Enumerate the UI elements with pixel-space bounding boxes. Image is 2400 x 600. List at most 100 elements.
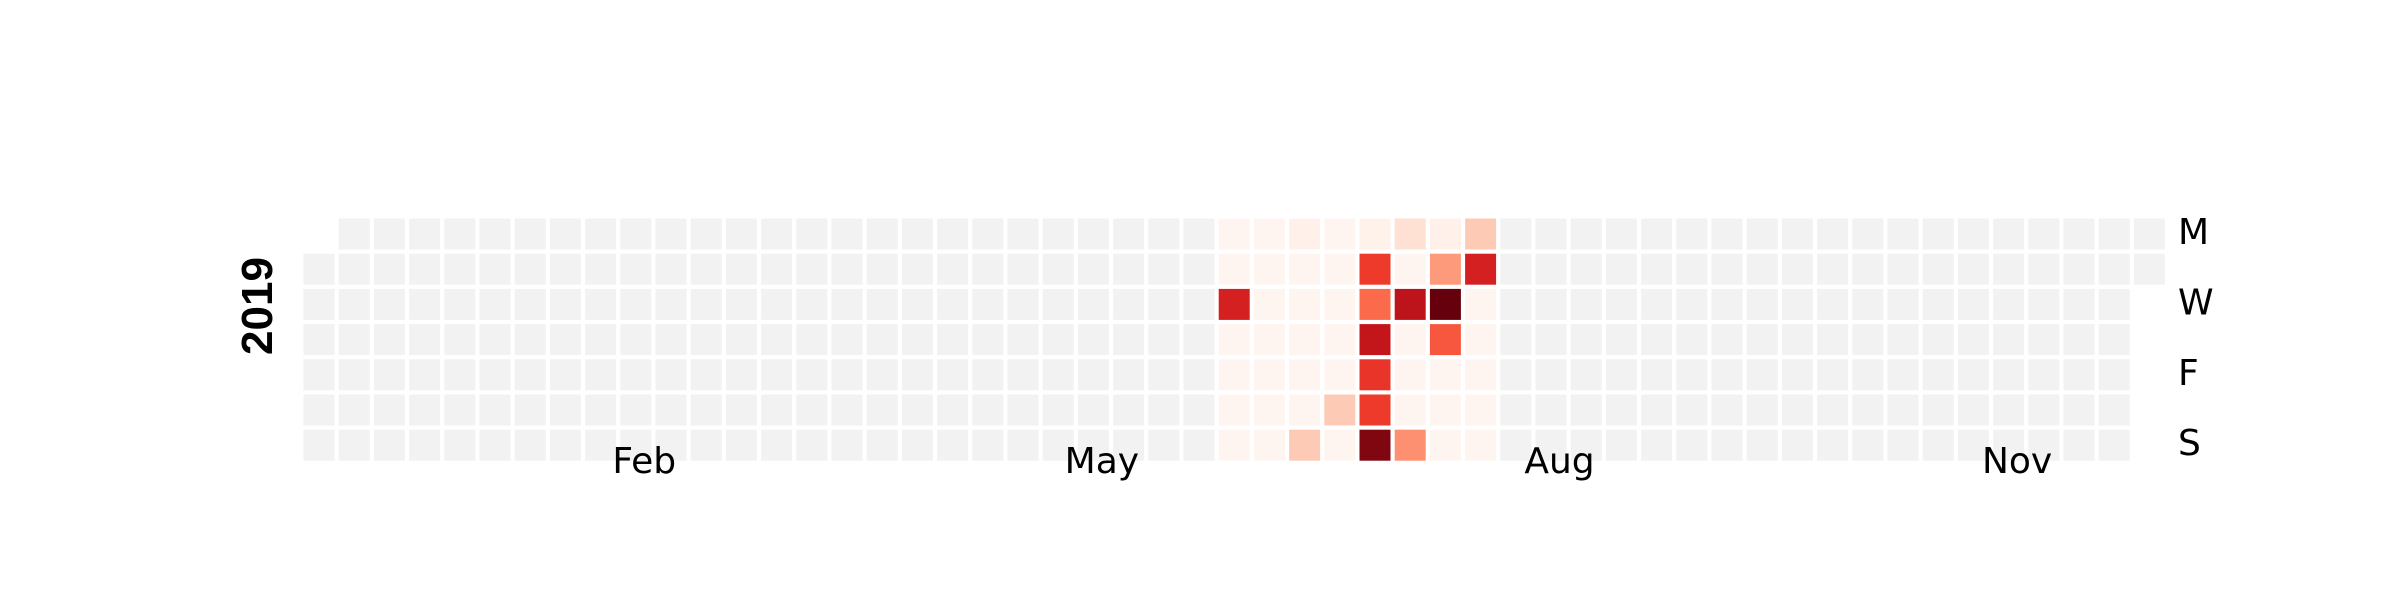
day-cell — [796, 218, 828, 250]
day-cell — [1183, 218, 1215, 250]
day-cell — [444, 253, 476, 285]
day-cell — [1148, 394, 1180, 426]
day-cell — [866, 253, 898, 285]
day-cell — [303, 429, 335, 461]
day-cell — [937, 288, 969, 320]
day-cell — [1077, 359, 1109, 391]
day-cell — [549, 288, 581, 320]
day-cell — [1570, 253, 1602, 285]
day-cell — [866, 359, 898, 391]
day-cell — [725, 253, 757, 285]
day-cell — [1429, 218, 1461, 250]
day-cell — [620, 218, 652, 250]
day-cell — [866, 218, 898, 250]
day-cell — [1676, 218, 1708, 250]
day-cell — [1605, 429, 1637, 461]
day-cell — [1465, 288, 1497, 320]
day-cell — [549, 324, 581, 356]
day-cell — [1605, 394, 1637, 426]
day-cell — [972, 253, 1004, 285]
day-cell — [1113, 359, 1145, 391]
day-cell — [1746, 359, 1778, 391]
day-cell — [2098, 288, 2130, 320]
day-cell — [1007, 324, 1039, 356]
day-cell — [831, 394, 863, 426]
day-cell — [796, 324, 828, 356]
day-cell — [1183, 288, 1215, 320]
day-cell — [585, 218, 617, 250]
day-cell — [1359, 288, 1391, 320]
day-cell — [1429, 288, 1461, 320]
day-cell — [1218, 253, 1250, 285]
day-cell — [1887, 288, 1919, 320]
day-cell — [937, 394, 969, 426]
day-cell — [1535, 218, 1567, 250]
weekday-tick-label: F — [2178, 353, 2199, 394]
day-cell — [1042, 253, 1074, 285]
day-cell — [338, 394, 370, 426]
day-cell — [2028, 394, 2060, 426]
day-cell — [972, 218, 1004, 250]
day-cell — [373, 253, 405, 285]
day-cell — [1077, 218, 1109, 250]
day-cell — [1218, 359, 1250, 391]
day-cell — [1746, 324, 1778, 356]
day-cell — [585, 324, 617, 356]
day-cell — [866, 429, 898, 461]
day-cell — [1570, 324, 1602, 356]
day-cell — [1852, 394, 1884, 426]
day-cell — [444, 324, 476, 356]
day-cell — [514, 429, 546, 461]
day-cell — [479, 394, 511, 426]
day-cell — [1253, 324, 1285, 356]
day-cell — [831, 253, 863, 285]
day-cell — [409, 394, 441, 426]
day-cell — [972, 324, 1004, 356]
day-cell — [1359, 359, 1391, 391]
day-cell — [1746, 429, 1778, 461]
day-cell — [655, 429, 687, 461]
day-cell — [1711, 288, 1743, 320]
day-cell — [725, 359, 757, 391]
day-cell — [409, 429, 441, 461]
day-cell — [1077, 429, 1109, 461]
day-cell — [1253, 288, 1285, 320]
day-cell — [1922, 324, 1954, 356]
day-cell — [2098, 359, 2130, 391]
day-cell — [1500, 394, 1532, 426]
day-cell — [1113, 253, 1145, 285]
day-cell — [1957, 253, 1989, 285]
day-cell — [1500, 429, 1532, 461]
day-cell — [796, 253, 828, 285]
day-cell — [761, 324, 793, 356]
day-cell — [1113, 324, 1145, 356]
day-cell — [1218, 324, 1250, 356]
day-cell — [1993, 288, 2025, 320]
day-cell — [2028, 324, 2060, 356]
day-cell — [1077, 394, 1109, 426]
day-cell — [1887, 429, 1919, 461]
day-cell — [479, 253, 511, 285]
day-cell — [373, 288, 405, 320]
day-cell — [1817, 359, 1849, 391]
day-cell — [514, 218, 546, 250]
day-cell — [479, 359, 511, 391]
day-cell — [1289, 359, 1321, 391]
day-cell — [585, 359, 617, 391]
day-cell — [444, 359, 476, 391]
year-label: 2019 — [233, 257, 282, 355]
day-cell — [831, 359, 863, 391]
day-cell — [1781, 253, 1813, 285]
day-cell — [761, 288, 793, 320]
day-cell — [690, 324, 722, 356]
day-cell — [796, 394, 828, 426]
day-cell — [1429, 429, 1461, 461]
day-cell — [409, 288, 441, 320]
day-cell — [655, 359, 687, 391]
day-cell — [1887, 253, 1919, 285]
day-cell — [373, 429, 405, 461]
day-cell — [479, 429, 511, 461]
day-cell — [761, 253, 793, 285]
heatmap-cells — [303, 218, 2165, 461]
